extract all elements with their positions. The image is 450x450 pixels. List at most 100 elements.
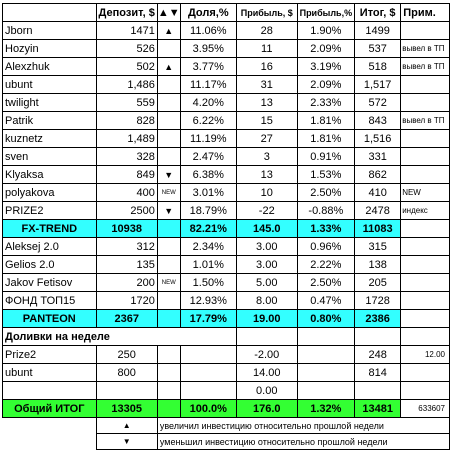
note-value (400, 147, 450, 166)
profit-value: -2.00 (235, 345, 298, 364)
share-value: 3.95% (179, 39, 237, 58)
deposit-value: 502 (95, 57, 158, 76)
deposit-value: 800 (95, 363, 158, 382)
grand-total-row-label: Общий ИТОГ (2, 399, 97, 418)
profit-pct-value: 0.96% (296, 237, 356, 256)
total-value: 843 (354, 111, 402, 130)
table-row: polyakova 400 NEW 3.01% 10 2.50% 410 NEW (2, 183, 450, 202)
table-row: Aleksej 2.0 312 2.34% 3.00 0.96% 315 (2, 237, 450, 256)
profit-pct-value: 0.91% (296, 147, 356, 166)
profit-value: 14.00 (235, 363, 298, 382)
fx-trend-total-row: FX-TREND 10938 82.21% 145.0 1.33% 11083 (2, 219, 450, 238)
grand-total-row-share: 100.0% (179, 399, 237, 418)
fx-trend-total-row-share: 82.21% (179, 219, 237, 238)
header-profit-pct: Прибыль,% (296, 3, 356, 22)
profit-value: 16 (235, 57, 298, 76)
section-blank (296, 327, 356, 346)
arrow-up-icon: ▲ (156, 57, 181, 76)
deposit-value: 2500 (95, 201, 158, 220)
table-row: Prize2 250 -2.00 248 12.00 (2, 345, 450, 364)
profit-value: 15 (235, 111, 298, 130)
share-value: 11.19% (179, 129, 237, 148)
fx-trend-total-row-profit: 145.0 (235, 219, 298, 238)
profit-pct-value: 2.22% (296, 255, 356, 274)
note-value (400, 273, 450, 292)
arrow-cell (156, 345, 181, 364)
header-total: Итог, $ (354, 3, 402, 22)
investor-name: Aleksej 2.0 (2, 237, 97, 256)
investor-name: Patrik (2, 111, 97, 130)
note-value (400, 21, 450, 40)
deposit-value: 526 (95, 39, 158, 58)
deposit-value: 135 (95, 255, 158, 274)
total-value: 1499 (354, 21, 402, 40)
deposit-value: 1471 (95, 21, 158, 40)
deposit-value: 559 (95, 93, 158, 112)
profit-value: -22 (235, 201, 298, 220)
legend-text: увеличил инвестицию относительно прошлой… (156, 417, 450, 434)
share-value: 11.17% (179, 75, 237, 94)
profit-pct-value: 0.47% (296, 291, 356, 310)
header-profit: Прибыль, $ (235, 3, 298, 22)
panteon-total-row-share: 17.79% (179, 309, 237, 328)
table-row: ubunt 1,486 11.17% 31 2.09% 1,517 (2, 75, 450, 94)
profit-pct-value: 1.53% (296, 165, 356, 184)
deposit-value: 1,486 (95, 75, 158, 94)
investment-table: Депозит, $ ▲▼ Доля,% Прибыль, $ Прибыль,… (2, 3, 450, 450)
investor-name: Jakov Fetisov (2, 273, 97, 292)
profit-value: 27 (235, 129, 298, 148)
total-value: 1,516 (354, 129, 402, 148)
total-value: 572 (354, 93, 402, 112)
profit-pct-value: 3.19% (296, 57, 356, 76)
note-value (400, 237, 450, 256)
profit-value: 0.00 (235, 381, 298, 400)
grand-total-row-profit: 176.0 (235, 399, 298, 418)
new-badge: NEW (156, 273, 181, 292)
header-share: Доля,% (179, 3, 237, 22)
header-row: Депозит, $ ▲▼ Доля,% Прибыль, $ Прибыль,… (2, 3, 450, 22)
note-value (400, 291, 450, 310)
section-header-row: Доливки на неделе (2, 327, 450, 346)
panteon-total-row-profit-pct: 0.80% (296, 309, 356, 328)
total-value: 1,517 (354, 75, 402, 94)
fx-trend-total-row-deposit: 10938 (95, 219, 158, 238)
investor-name: sven (2, 147, 97, 166)
panteon-total-row-label: PANTEON (2, 309, 97, 328)
table-row: Hozyin 526 3.95% 11 2.09% 537 вывел в ТП (2, 39, 450, 58)
deposit-value: 1,489 (95, 129, 158, 148)
new-badge: NEW (156, 183, 181, 202)
total-value: 537 (354, 39, 402, 58)
grand-total-row-profit-pct: 1.32% (296, 399, 356, 418)
note-value: вывел в ТП (400, 39, 450, 58)
investor-name: Hozyin (2, 39, 97, 58)
section-title: Доливки на неделе (2, 327, 237, 346)
fx-trend-total-row-profit-pct: 1.33% (296, 219, 356, 238)
note-value (400, 129, 450, 148)
deposit-value (95, 381, 158, 400)
share-value: 1.50% (179, 273, 237, 292)
arrow-cell (156, 147, 181, 166)
section-blank (400, 327, 450, 346)
deposit-value: 849 (95, 165, 158, 184)
note-value: вывел в ТП (400, 57, 450, 76)
profit-value: 11 (235, 39, 298, 58)
deposit-value: 328 (95, 147, 158, 166)
table-row: PRIZE2 2500 ▼ 18.79% -22 -0.88% 2478 индекс (2, 201, 450, 220)
panteon-total-row-total: 2386 (354, 309, 402, 328)
share-value: 6.22% (179, 111, 237, 130)
profit-value: 31 (235, 75, 298, 94)
share-value: 3.01% (179, 183, 237, 202)
panteon-total-row-blank (156, 309, 181, 328)
investor-name: Alexzhuk (2, 57, 97, 76)
table-row: sven 328 2.47% 3 0.91% 331 (2, 147, 450, 166)
profit-pct-value (296, 381, 356, 400)
investor-name: Jborn (2, 21, 97, 40)
table-row: Alexzhuk 502 ▲ 3.77% 16 3.19% 518 вывел в ТП (2, 57, 450, 76)
arrow-up-icon: ▲ (95, 417, 158, 434)
arrow-cell (156, 237, 181, 256)
total-value: 331 (354, 147, 402, 166)
profit-value: 3.00 (235, 237, 298, 256)
grand-total-row-total: 13481 (354, 399, 402, 418)
note-value (400, 363, 450, 382)
share-value: 18.79% (179, 201, 237, 220)
